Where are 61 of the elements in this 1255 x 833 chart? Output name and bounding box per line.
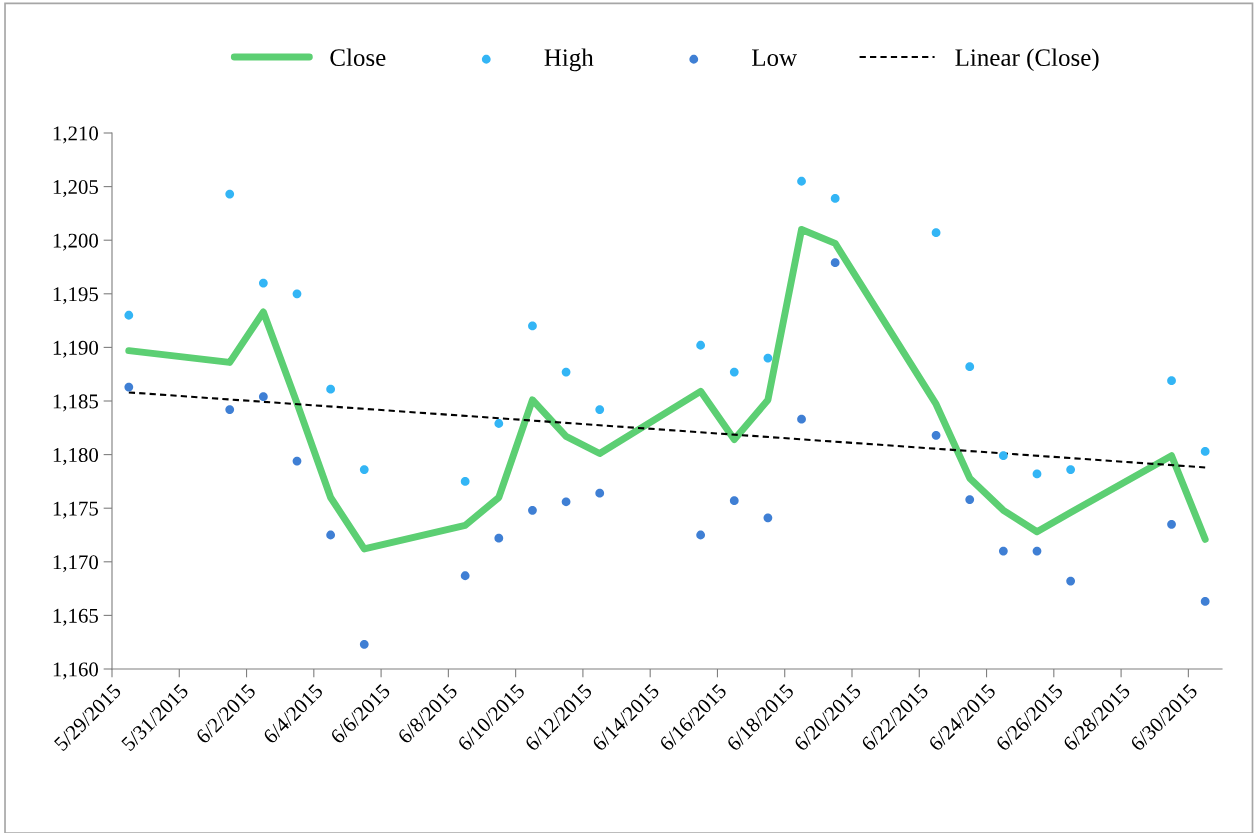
legend-label: Linear (Close) (955, 48, 1099, 72)
point (1066, 576, 1076, 586)
point (1167, 519, 1176, 529)
point (696, 530, 706, 540)
point (931, 430, 941, 440)
y-tick-label: 1,200 (53, 233, 99, 251)
point (595, 488, 605, 498)
point (797, 176, 806, 186)
point (696, 340, 706, 350)
point (494, 419, 504, 428)
point (258, 278, 268, 288)
point (830, 194, 840, 203)
point (359, 639, 369, 649)
y-tick-label: 1,185 (53, 394, 98, 412)
y-tick-label: 1,205 (53, 179, 98, 198)
point (258, 392, 268, 402)
point (292, 289, 302, 299)
point (763, 513, 773, 523)
y-tick-label: 1,190 (53, 340, 99, 358)
point (1032, 469, 1042, 479)
point (528, 505, 537, 515)
point (830, 258, 840, 268)
point (561, 367, 571, 377)
point (1200, 597, 1210, 606)
point (763, 353, 773, 363)
point (225, 405, 235, 414)
point (998, 451, 1008, 461)
point (998, 546, 1008, 556)
point (797, 414, 806, 424)
point (359, 465, 369, 474)
point (460, 571, 470, 581)
point (1032, 546, 1042, 556)
y-tick-label: 1,170 (53, 555, 99, 573)
point (931, 228, 941, 238)
point (326, 384, 336, 394)
point (326, 530, 336, 540)
point (729, 496, 739, 506)
point (460, 477, 470, 486)
y-tick-label: 1,175 (53, 501, 98, 519)
y-tick-label: 1,210 (53, 126, 99, 144)
point (729, 367, 739, 377)
point (965, 495, 975, 505)
legend-label: Close (330, 48, 386, 67)
y-tick-label: 1,160 (53, 662, 99, 680)
legend-label: Low (751, 49, 797, 67)
point (124, 310, 134, 320)
point (595, 405, 605, 414)
point (225, 189, 235, 199)
legend-label: High (544, 48, 594, 72)
point (561, 497, 571, 507)
y-tick-label: 1,180 (53, 447, 99, 466)
point (1167, 376, 1176, 386)
point (124, 382, 134, 392)
point (292, 456, 302, 466)
y-tick-label: 1,165 (53, 608, 98, 626)
point (1200, 446, 1210, 456)
point (965, 362, 975, 372)
point (1066, 465, 1076, 474)
y-tick-label: 1,195 (53, 287, 98, 305)
point (494, 533, 504, 543)
point (528, 321, 537, 331)
